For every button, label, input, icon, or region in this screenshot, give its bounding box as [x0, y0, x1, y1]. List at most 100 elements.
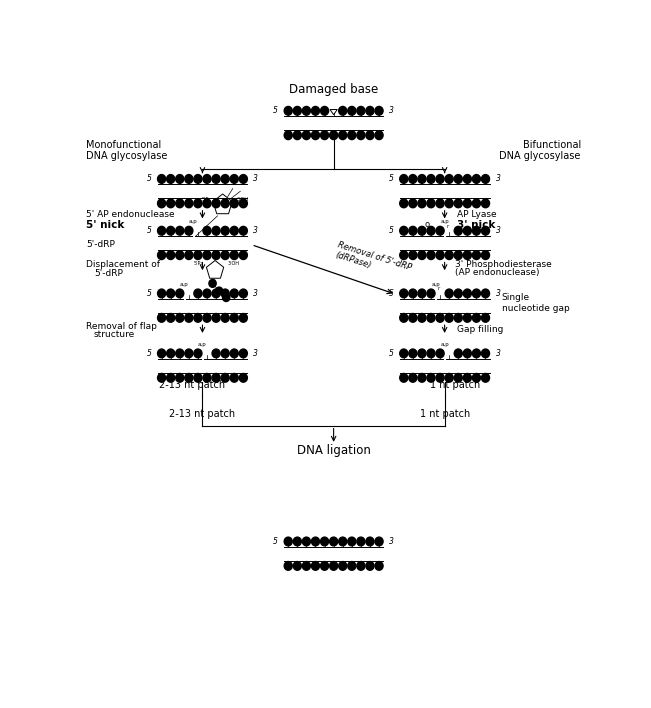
Circle shape: [418, 227, 426, 235]
Text: AP Lyase: AP Lyase: [457, 210, 497, 219]
Circle shape: [400, 227, 408, 235]
Circle shape: [185, 199, 193, 207]
Circle shape: [409, 373, 417, 382]
Circle shape: [230, 373, 238, 382]
Circle shape: [339, 537, 347, 546]
Circle shape: [221, 199, 229, 207]
Circle shape: [464, 199, 471, 207]
Circle shape: [464, 314, 471, 322]
Text: 5: 5: [146, 174, 152, 183]
Circle shape: [454, 199, 462, 207]
Text: 3: 3: [253, 227, 258, 235]
Text: a,p: a,p: [440, 342, 449, 347]
Circle shape: [158, 289, 165, 298]
Circle shape: [167, 199, 174, 207]
Text: 3: 3: [495, 174, 501, 183]
Circle shape: [302, 131, 311, 139]
Circle shape: [473, 289, 480, 298]
Circle shape: [203, 227, 211, 235]
Circle shape: [427, 373, 435, 382]
Circle shape: [375, 561, 383, 570]
Circle shape: [482, 227, 490, 235]
Circle shape: [427, 289, 435, 298]
Circle shape: [158, 175, 165, 183]
Circle shape: [482, 251, 490, 260]
Text: Bifunctional
DNA glycosylase: Bifunctional DNA glycosylase: [499, 139, 581, 161]
Text: Displacement of: Displacement of: [87, 261, 160, 270]
Circle shape: [240, 289, 247, 298]
Circle shape: [445, 314, 453, 322]
Circle shape: [320, 106, 329, 115]
Text: 3: 3: [495, 349, 501, 358]
Text: 1 nt patch: 1 nt patch: [419, 409, 470, 419]
Circle shape: [454, 373, 462, 382]
Circle shape: [230, 289, 238, 298]
Circle shape: [400, 373, 408, 382]
Circle shape: [203, 373, 211, 382]
Circle shape: [284, 106, 292, 115]
Circle shape: [158, 373, 165, 382]
Text: a,p: a,p: [198, 342, 207, 347]
Circle shape: [185, 227, 193, 235]
Circle shape: [454, 289, 462, 298]
Circle shape: [230, 314, 238, 322]
Circle shape: [400, 314, 408, 322]
Circle shape: [176, 251, 184, 260]
Circle shape: [329, 537, 338, 546]
Circle shape: [482, 349, 490, 358]
Circle shape: [375, 131, 383, 139]
Text: 5'P₁: 5'P₁: [193, 261, 202, 266]
Circle shape: [482, 199, 490, 207]
Text: 5: 5: [273, 106, 278, 115]
Circle shape: [409, 227, 417, 235]
Circle shape: [339, 131, 347, 139]
Circle shape: [329, 561, 338, 570]
Circle shape: [473, 373, 480, 382]
Text: Single
nucleotide gap: Single nucleotide gap: [502, 293, 570, 313]
Circle shape: [427, 175, 435, 183]
Text: 3: 3: [253, 349, 258, 358]
Circle shape: [223, 294, 230, 302]
Circle shape: [436, 175, 444, 183]
Circle shape: [409, 251, 417, 260]
Text: 5: 5: [273, 537, 278, 546]
Circle shape: [185, 314, 193, 322]
Circle shape: [221, 373, 229, 382]
Circle shape: [167, 251, 174, 260]
Circle shape: [212, 373, 220, 382]
Text: 3'OH: 3'OH: [228, 261, 240, 266]
Circle shape: [284, 537, 292, 546]
Circle shape: [445, 175, 453, 183]
Circle shape: [185, 349, 193, 358]
Circle shape: [167, 289, 174, 298]
Circle shape: [366, 561, 374, 570]
Circle shape: [320, 537, 329, 546]
Circle shape: [212, 349, 220, 358]
Text: 2-13 nt patch: 2-13 nt patch: [159, 379, 225, 390]
Circle shape: [473, 227, 480, 235]
Circle shape: [212, 251, 220, 260]
Circle shape: [400, 349, 408, 358]
Circle shape: [464, 227, 471, 235]
Circle shape: [221, 227, 229, 235]
Circle shape: [221, 289, 229, 298]
Circle shape: [348, 561, 356, 570]
Text: r: r: [437, 286, 439, 291]
Text: 3: 3: [253, 289, 258, 298]
Text: 3'OH: 3'OH: [237, 197, 249, 202]
Text: (AP endonuclease): (AP endonuclease): [454, 268, 539, 277]
Text: Damaged base: Damaged base: [289, 83, 378, 96]
Text: a,p: a,p: [180, 282, 189, 287]
Circle shape: [230, 175, 238, 183]
Text: Gap filling: Gap filling: [457, 325, 504, 333]
Text: a,p: a,p: [440, 219, 449, 224]
Circle shape: [464, 373, 471, 382]
Circle shape: [409, 175, 417, 183]
Circle shape: [240, 227, 247, 235]
Circle shape: [212, 314, 220, 322]
Circle shape: [185, 251, 193, 260]
Circle shape: [311, 561, 320, 570]
Text: r: r: [447, 224, 449, 229]
Circle shape: [454, 251, 462, 260]
Circle shape: [418, 251, 426, 260]
